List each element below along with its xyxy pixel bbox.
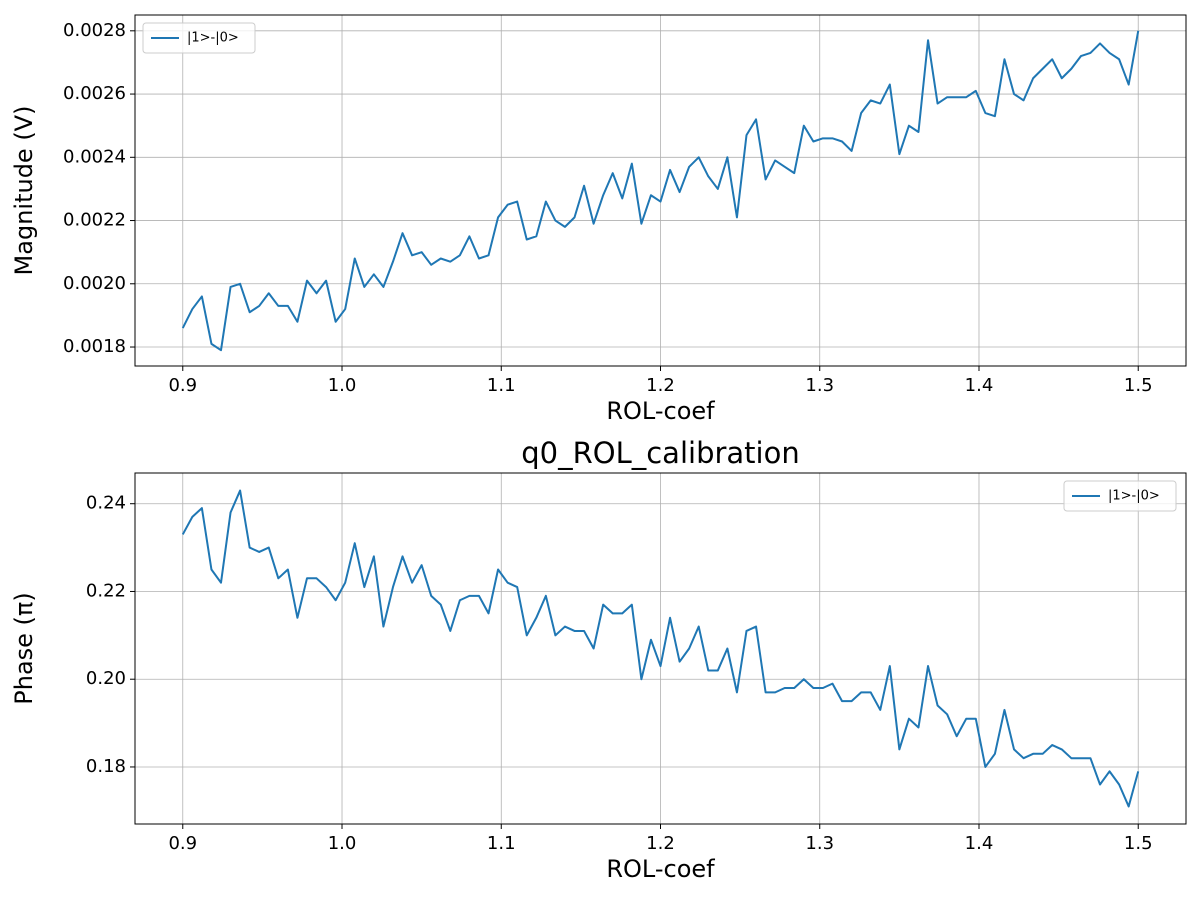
x-tick-label: 1.0 <box>328 375 357 396</box>
x-tick-label: 0.9 <box>168 833 197 854</box>
y-tick-label: 0.20 <box>86 668 126 689</box>
plot-frame <box>134 472 1187 825</box>
x-tick-label: 1.2 <box>646 375 675 396</box>
plot-frame <box>134 14 1187 367</box>
chart-title: q0_ROL_calibration <box>521 436 799 470</box>
y-tick-label: 0.0020 <box>63 273 126 294</box>
y-axis-label: Magnitude (V) <box>10 106 38 276</box>
x-tick-label: 1.5 <box>1124 833 1153 854</box>
x-tick-label: 1.1 <box>487 833 516 854</box>
x-tick-label: 1.4 <box>965 833 994 854</box>
x-tick-label: 1.2 <box>646 833 675 854</box>
x-tick-label: 1.5 <box>1124 375 1153 396</box>
y-tick-label: 0.0024 <box>63 146 126 167</box>
y-tick-label: 0.0018 <box>63 336 126 357</box>
x-tick-label: 0.9 <box>168 375 197 396</box>
x-axis-label: ROL-coef <box>606 855 715 883</box>
y-tick-label: 0.22 <box>86 580 126 601</box>
x-tick-label: 1.3 <box>805 833 834 854</box>
legend-label: |1>-|0> <box>187 31 239 46</box>
y-tick-label: 0.0026 <box>63 83 126 104</box>
x-tick-label: 1.4 <box>965 375 994 396</box>
x-tick-label: 1.0 <box>328 833 357 854</box>
legend-label: |1>-|0> <box>1108 489 1160 504</box>
y-axis-label: Phase (π) <box>10 592 38 704</box>
y-tick-label: 0.0028 <box>63 20 126 41</box>
x-axis-label: ROL-coef <box>606 397 715 425</box>
y-tick-label: 0.18 <box>86 756 126 777</box>
y-tick-label: 0.0022 <box>63 210 126 231</box>
legend-box <box>1063 480 1177 512</box>
x-tick-label: 1.3 <box>805 375 834 396</box>
x-tick-label: 1.1 <box>487 375 516 396</box>
legend-box <box>142 22 256 54</box>
data-line <box>181 489 1140 808</box>
y-tick-label: 0.24 <box>86 493 126 514</box>
data-line <box>181 30 1140 352</box>
